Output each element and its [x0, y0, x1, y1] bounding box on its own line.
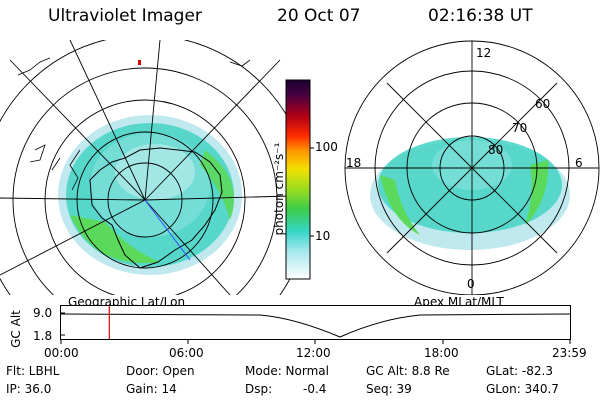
- colorbar-tick-100: 100: [315, 140, 338, 154]
- aurora-image-right: [370, 137, 570, 250]
- seq-info: Seq: 39: [366, 382, 412, 396]
- timeline-ytick-low: 1.8: [33, 329, 53, 343]
- apex-mlt-panel: [344, 40, 600, 295]
- dsp-label: Dsp:: [245, 382, 273, 396]
- colorbar-unit-label: photon cm⁻²s⁻¹: [272, 142, 286, 236]
- timeline-xtick-0600: 06:00: [169, 346, 204, 360]
- colorbar-tick-10: 10: [315, 229, 331, 243]
- time-label: 02:16:38 UT: [428, 6, 533, 26]
- timeline-ytick-high: 9.0: [33, 306, 53, 320]
- timeline-xtick-2359: 23:59: [552, 346, 587, 360]
- mlat-label-70: 70: [512, 121, 528, 135]
- glon-info: GLon: 340.7: [486, 382, 559, 396]
- timeline-xtick-1800: 18:00: [424, 346, 459, 360]
- coastline: [89, 147, 223, 269]
- dsp-value: -0.4: [303, 382, 327, 396]
- timeline-xtick-0000: 00:00: [44, 346, 79, 360]
- geographic-map-panel: [0, 40, 290, 295]
- date-label: 20 Oct 07: [277, 6, 361, 26]
- glat-info: GLat: -82.3: [486, 364, 553, 378]
- mlat-label-80: 80: [488, 143, 504, 157]
- mode-info: Mode: Normal: [245, 364, 329, 378]
- timeline-ylabel: GC Alt: [9, 310, 23, 348]
- orbit-timeline: [60, 305, 571, 344]
- ip-info: IP: 36.0: [6, 382, 52, 396]
- latitude-circles: [0, 40, 290, 295]
- color-bar: [285, 79, 314, 280]
- meridian-lines: [0, 40, 290, 295]
- door-info: Door: Open: [126, 364, 195, 378]
- timeline-xtick-1200: 12:00: [296, 346, 331, 360]
- mlt-lines: [345, 41, 599, 295]
- mlt-label-12: 12: [476, 46, 492, 60]
- mlt-label-18: 18: [346, 156, 362, 170]
- mlt-label-0: 0: [467, 277, 475, 291]
- gc-alt-info: GC Alt: 8.8 Re: [366, 364, 450, 378]
- mlt-label-6: 6: [575, 156, 583, 170]
- app-title: Ultraviolet Imager: [48, 6, 202, 26]
- mlat-label-60: 60: [535, 97, 551, 111]
- gain-info: Gain: 14: [126, 382, 177, 396]
- filter-info: Flt: LBHL: [6, 364, 60, 378]
